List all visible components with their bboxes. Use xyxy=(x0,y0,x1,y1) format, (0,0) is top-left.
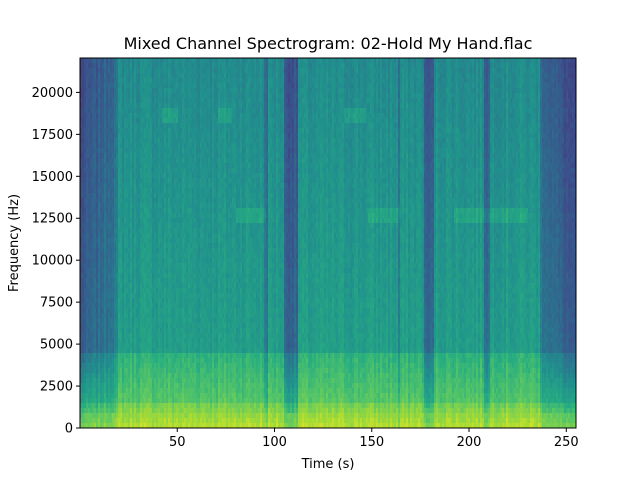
x-tick-label: 200 xyxy=(457,435,482,450)
y-tick-label: 2500 xyxy=(40,380,73,395)
y-tick-label: 5000 xyxy=(40,338,73,353)
y-axis: 0 2500 5000 7500 10000 12500 15000 17500 20000 xyxy=(32,86,80,437)
x-axis-label: Time (s) xyxy=(301,457,355,472)
y-axis-label: Frequency (Hz) xyxy=(7,194,22,292)
spectrogram-image xyxy=(80,58,577,429)
x-tick-label: 100 xyxy=(262,435,287,450)
x-tick-label: 150 xyxy=(359,435,384,450)
chart-title: Mixed Channel Spectrogram: 02-Hold My Ha… xyxy=(124,34,533,53)
x-axis: 50 100 150 200 250 xyxy=(169,428,579,450)
y-tick-label: 7500 xyxy=(40,296,73,311)
y-tick-label: 12500 xyxy=(32,212,73,227)
plot-frame xyxy=(79,57,577,429)
y-tick-label: 15000 xyxy=(32,170,73,185)
y-tick-label: 0 xyxy=(65,422,73,437)
y-tick-label: 20000 xyxy=(32,86,73,101)
x-tick-label: 250 xyxy=(554,435,579,450)
y-tick-label: 17500 xyxy=(32,128,73,143)
x-tick-label: 50 xyxy=(169,435,186,450)
y-tick-label: 10000 xyxy=(32,254,73,269)
